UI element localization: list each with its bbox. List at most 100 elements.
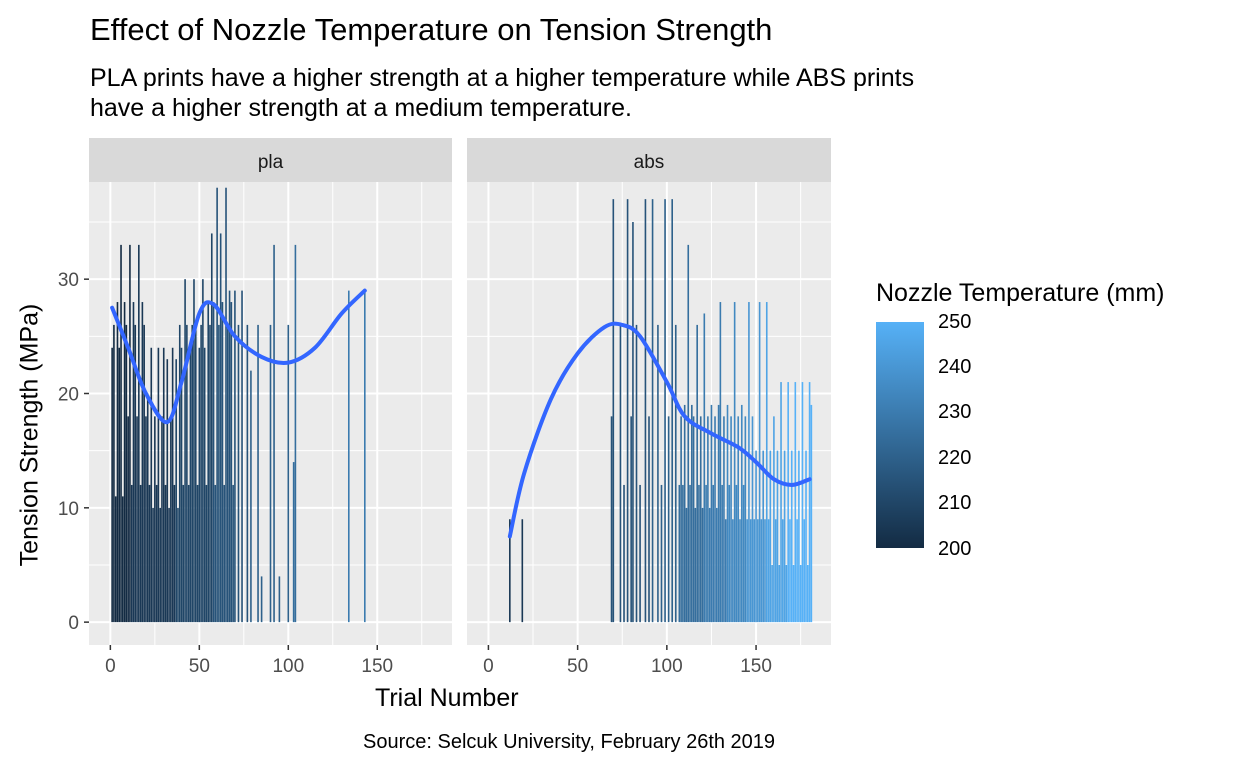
bar [292,462,295,623]
bar [774,519,777,623]
bar [118,347,121,623]
bar [171,347,174,623]
bar [237,324,240,623]
bar [626,199,629,623]
bar [724,519,727,623]
bar [214,484,217,623]
bar [212,302,215,623]
bar [138,244,140,623]
bar [721,484,723,623]
bar [170,416,172,623]
bar [782,519,784,623]
bar [273,244,275,623]
bar [664,199,666,623]
bar [216,187,218,623]
y-tick-label: 20 [58,384,79,405]
x-tick-label: 0 [483,656,494,677]
x-axis-title: Trial Number [375,684,519,712]
bar [200,324,202,623]
bar [780,382,782,623]
bar [364,290,366,623]
bar [801,382,804,623]
bar [733,302,736,623]
bar [798,450,800,623]
bar [785,564,788,623]
legend-label: 210 [938,492,972,514]
bar [651,199,654,623]
bar [246,324,249,623]
bar [726,404,729,623]
bar [226,324,229,623]
bar [808,382,811,623]
bar [744,416,747,623]
bar [123,302,126,623]
facet-strip-label: pla [258,152,284,173]
bar [769,450,772,623]
bar [737,416,740,623]
x-tick-label: 100 [651,656,683,677]
bar [698,484,700,623]
bar [714,416,716,623]
bar [783,450,786,623]
bar [162,347,165,623]
bar [161,416,163,623]
bar [716,507,718,623]
bar [691,404,693,623]
bar [221,302,224,623]
bar [735,484,738,623]
bar [717,404,720,623]
bar [146,393,149,623]
bar [129,244,131,623]
bar [703,313,706,623]
bar [678,484,681,623]
bar [692,416,695,623]
x-tick-label: 100 [272,656,304,677]
legend-label: 240 [938,356,972,378]
bar [230,302,233,623]
bar [157,347,160,623]
bar [184,279,186,623]
smooth-trend-line [507,321,812,539]
bar [150,347,153,623]
y-axis: 0 10 20 30 [58,270,89,634]
bar [111,347,113,623]
bar [143,324,145,623]
bar [748,302,750,623]
bar [257,324,259,623]
bar [696,324,698,623]
bar [719,302,722,623]
bar [122,496,124,623]
bar [610,416,613,623]
bar [141,302,144,623]
bar [746,519,748,623]
bar [148,484,151,623]
x-tick-label: 50 [189,656,210,677]
bar [178,324,181,623]
bar [168,507,170,623]
bar [723,416,725,623]
bar [632,222,634,623]
bar [132,302,135,623]
x-tick-label: 50 [567,656,588,677]
bar [191,324,194,623]
bar [155,484,158,623]
bar [680,416,682,623]
bar [210,233,213,623]
bar [120,244,122,623]
bar [145,416,147,623]
bar [196,484,199,623]
bar [753,519,756,623]
x-tick-label: 0 [105,656,116,677]
bar [198,347,201,623]
bar [789,519,791,623]
bar [159,507,161,623]
bar [130,484,133,623]
facet-strip-label: abs [634,152,665,173]
bar [712,484,715,623]
bar [740,404,743,623]
bar [760,519,763,623]
bar [139,484,142,623]
bar [764,519,766,623]
bar [683,404,686,623]
bar [694,507,697,623]
